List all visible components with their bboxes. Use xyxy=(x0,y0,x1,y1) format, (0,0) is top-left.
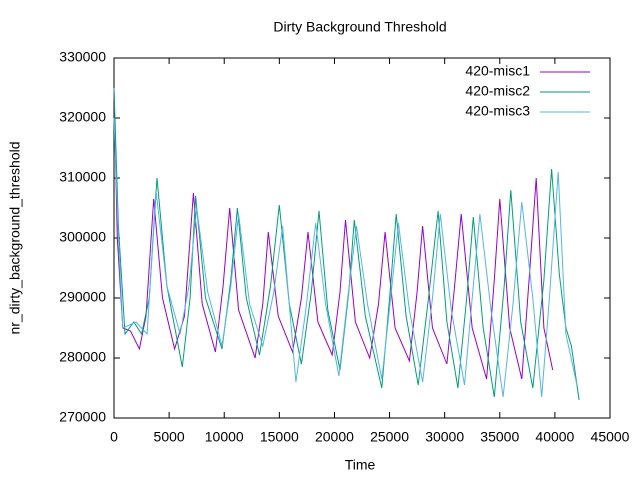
x-tick-label: 0 xyxy=(110,429,118,445)
legend-label: 420-misc3 xyxy=(465,103,530,119)
y-tick-label: 320000 xyxy=(59,109,106,125)
x-tick-label: 30000 xyxy=(425,429,464,445)
x-tick-label: 15000 xyxy=(260,429,299,445)
y-axis-label: nr_dirty_background_threshold xyxy=(7,141,23,334)
y-tick-label: 270000 xyxy=(59,409,106,425)
y-tick-label: 330000 xyxy=(59,49,106,65)
series-line xyxy=(113,117,578,398)
series-line xyxy=(113,87,554,380)
x-tick-label: 10000 xyxy=(205,429,244,445)
series-line xyxy=(113,87,580,401)
x-tick-label: 25000 xyxy=(370,429,409,445)
legend-label: 420-misc1 xyxy=(465,63,530,79)
y-tick-label: 290000 xyxy=(59,289,106,305)
y-tick-label: 280000 xyxy=(59,349,106,365)
y-tick-label: 310000 xyxy=(59,169,106,185)
legend-label: 420-misc2 xyxy=(465,83,530,99)
x-tick-label: 5000 xyxy=(154,429,185,445)
x-tick-label: 45000 xyxy=(591,429,630,445)
x-tick-label: 40000 xyxy=(535,429,574,445)
chart-title: Dirty Background Threshold xyxy=(273,19,446,35)
y-tick-label: 300000 xyxy=(59,229,106,245)
x-axis-label: Time xyxy=(345,457,376,473)
x-tick-label: 20000 xyxy=(315,429,354,445)
x-tick-label: 35000 xyxy=(480,429,519,445)
